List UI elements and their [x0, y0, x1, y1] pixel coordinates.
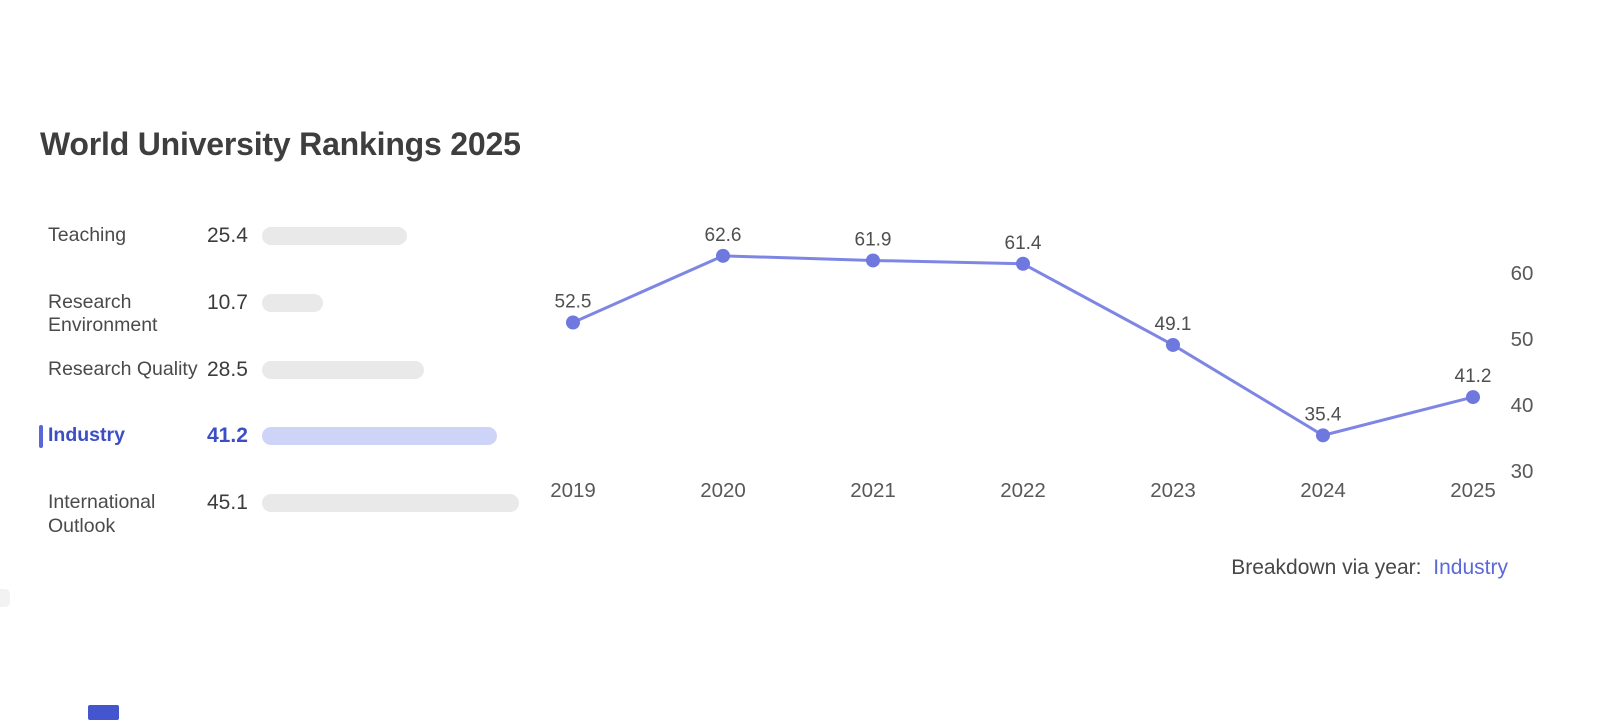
metric-label: Teaching	[48, 224, 127, 246]
metric-bar	[262, 494, 519, 512]
metric-value: 45.1	[207, 491, 248, 514]
selected-indicator	[39, 425, 43, 449]
metric-value: 41.2	[207, 424, 248, 448]
breakdown-selector: Breakdown via year: Industry	[1231, 556, 1508, 580]
metric-row-research-quality[interactable]: Research Quality 28.5	[0, 358, 560, 408]
x-tick-2019[interactable]: 2019	[550, 479, 596, 502]
y-tick-60: 60	[1511, 262, 1534, 285]
page-title: World University Rankings 2025	[40, 126, 521, 162]
metric-label: Industry	[48, 424, 125, 447]
metric-bar	[262, 427, 497, 446]
data-point-2021[interactable]	[866, 253, 880, 268]
data-point-label: 49.1	[1155, 314, 1192, 335]
data-point-2025[interactable]	[1466, 390, 1480, 405]
x-tick-2022[interactable]: 2022	[1000, 479, 1046, 502]
corner-mark	[88, 705, 119, 720]
data-point-label: 52.5	[555, 292, 592, 313]
industry-trend-chart: 52.5 62.6 61.9 61.4 49.1 35.4 41.2 2019 2020 2021…	[550, 225, 1534, 502]
metric-label: International Outlook	[48, 491, 156, 537]
edge-artifact	[0, 589, 10, 607]
breakdown-label: Breakdown via year:	[1231, 556, 1422, 579]
metric-row-international-outlook[interactable]: International Outlook 45.1	[0, 491, 560, 541]
x-tick-2023[interactable]: 2023	[1150, 479, 1196, 502]
data-point-label: 61.4	[1005, 233, 1042, 254]
x-tick-2025[interactable]: 2025	[1450, 479, 1496, 502]
metric-bar	[262, 227, 407, 245]
metric-row-teaching[interactable]: Teaching 25.4	[0, 224, 560, 274]
data-point-2019[interactable]	[566, 315, 580, 330]
data-point-label: 35.4	[1305, 404, 1342, 425]
metric-row-industry[interactable]: Industry 41.2	[0, 424, 560, 474]
y-tick-50: 50	[1511, 328, 1534, 351]
data-point-label: 62.6	[705, 225, 742, 246]
data-point-2023[interactable]	[1166, 337, 1180, 352]
data-point-label: 61.9	[855, 229, 892, 250]
x-tick-2020[interactable]: 2020	[700, 479, 746, 502]
data-point-2020[interactable]	[716, 248, 730, 263]
y-tick-30: 30	[1511, 460, 1534, 483]
x-tick-2021[interactable]: 2021	[850, 479, 896, 502]
metric-bar	[262, 360, 425, 379]
metric-row-research-environment[interactable]: Research Environment 10.7	[0, 291, 560, 341]
metric-value: 25.4	[207, 224, 248, 247]
data-point-label: 41.2	[1455, 366, 1492, 387]
data-point-2022[interactable]	[1016, 256, 1030, 271]
metric-value: 28.5	[207, 357, 248, 381]
x-tick-2024[interactable]: 2024	[1300, 479, 1346, 502]
metric-label: Research Quality	[48, 357, 198, 380]
metric-value: 10.7	[207, 290, 248, 314]
metric-bar	[262, 293, 323, 312]
breakdown-value-link[interactable]: Industry	[1433, 556, 1508, 579]
y-tick-40: 40	[1511, 394, 1534, 417]
data-point-2024[interactable]	[1316, 428, 1330, 443]
metric-label: Research Environment	[48, 290, 158, 337]
